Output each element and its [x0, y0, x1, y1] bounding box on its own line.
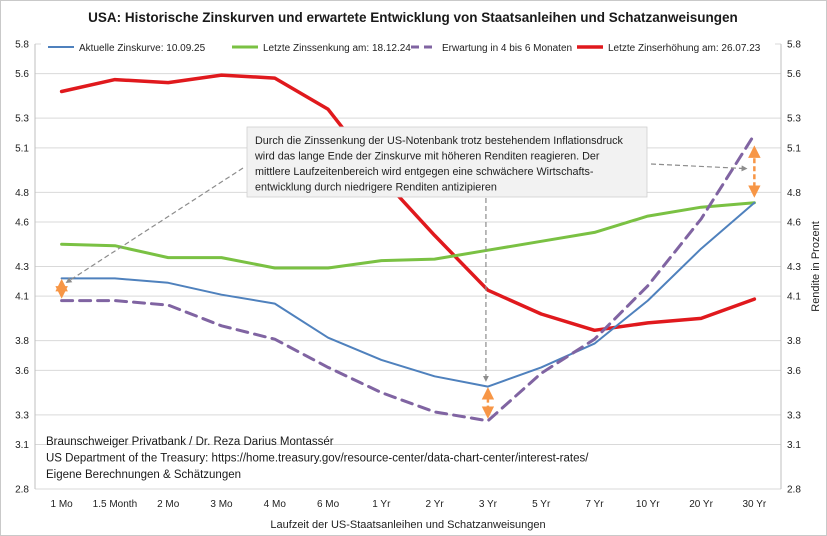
chart-title: USA: Historische Zinskurven und erwartet…: [88, 10, 738, 25]
y-tick-label-right: 4.6: [787, 218, 801, 229]
legend-box: [41, 38, 775, 57]
y-tick-label-right: 4.8: [787, 188, 801, 199]
y-tick-label-left: 5.3: [15, 114, 29, 125]
y-tick-label-left: 5.8: [15, 40, 29, 51]
x-tick-label: 6 Mo: [317, 499, 340, 510]
legend-label-0: Aktuelle Zinskurve: 10.09.25: [79, 43, 206, 54]
y-tick-label-left: 2.8: [15, 485, 29, 496]
y-tick-label-right: 5.8: [787, 40, 801, 51]
source-line: US Department of the Treasury: https://h…: [46, 453, 589, 465]
series-line-2: [60, 133, 756, 423]
y-tick-label-left: 5.6: [15, 69, 29, 80]
x-tick-label: 2 Yr: [426, 499, 445, 510]
y-tick-label-right: 4.1: [787, 292, 801, 303]
x-tick-label: 1.5 Month: [93, 499, 137, 510]
x-tick-label: 1 Yr: [372, 499, 391, 510]
y-tick-label-left: 4.8: [15, 188, 29, 199]
series-line-0: [60, 201, 756, 388]
x-tick-label: 20 Yr: [689, 499, 713, 510]
annotation-text-line: wird das lange Ende der Zinskurve mit hö…: [254, 151, 600, 163]
y-tick-label-right: 4.3: [787, 262, 801, 273]
annotation-arrow-left: [65, 167, 244, 284]
y-tick-label-right: 3.8: [787, 336, 801, 347]
x-tick-label: 3 Yr: [479, 499, 498, 510]
y-tick-label-left: 4.1: [15, 292, 29, 303]
y-tick-label-left: 3.3: [15, 410, 29, 421]
y-tick-label-left: 4.6: [15, 218, 29, 229]
legend: Aktuelle Zinskurve: 10.09.25 Letzte Zinss…: [41, 38, 775, 57]
x-axis-title: Laufzeit der US-Staatsanleihen und Schat…: [270, 519, 545, 531]
legend-label-1: Letzte Zinssenkung am: 18.12.24: [263, 43, 411, 54]
y-tick-label-right: 5.3: [787, 114, 801, 125]
annotation-text-line: mittlere Laufzeitenbereich wird entgegen…: [255, 166, 594, 178]
y-tick-label-right: 5.1: [787, 143, 801, 154]
source-line: Eigene Berechnungen & Schätzungen: [46, 469, 241, 481]
y-tick-label-right: 3.3: [787, 410, 801, 421]
source-line: Braunschweiger Privatbank / Dr. Reza Dar…: [46, 436, 334, 448]
annotation-text-line: entwicklung durch niedrigere Renditen an…: [255, 182, 497, 194]
x-tick-label: 4 Mo: [264, 499, 287, 510]
y-tick-label-right: 3.1: [787, 440, 801, 451]
series-line-1: [60, 201, 756, 270]
legend-label-2: Erwartung in 4 bis 6 Monaten: [442, 43, 572, 54]
y-tick-label-right: 2.8: [787, 485, 801, 496]
annotation-box: [246, 126, 648, 198]
x-tick-label: 1 Mo: [51, 499, 74, 510]
y-tick-label-right: 5.6: [787, 69, 801, 80]
y-tick-label-left: 4.3: [15, 262, 29, 273]
x-tick-label: 10 Yr: [636, 499, 660, 510]
y-tick-label-right: 3.6: [787, 366, 801, 377]
series-line-3: [59, 73, 757, 333]
y-tick-label-left: 5.1: [15, 143, 29, 154]
x-tick-label: 7 Yr: [585, 499, 604, 510]
y-tick-label-left: 3.1: [15, 440, 29, 451]
x-tick-label: 2 Mo: [157, 499, 180, 510]
x-tick-label: 30 Yr: [742, 499, 766, 510]
y-tick-label-left: 3.6: [15, 366, 29, 377]
y-axis-title: Rendite in Prozent: [810, 221, 822, 312]
annotation-arrow-right: [650, 163, 748, 172]
legend-label-3: Letzte Zinserhöhung am: 26.07.23: [608, 43, 761, 54]
x-tick-label: 3 Mo: [210, 499, 233, 510]
y-tick-label-left: 3.8: [15, 336, 29, 347]
x-tick-label: 5 Yr: [532, 499, 551, 510]
annotation-text-line: Durch die Zinssenkung der US-Notenbank t…: [255, 135, 623, 147]
